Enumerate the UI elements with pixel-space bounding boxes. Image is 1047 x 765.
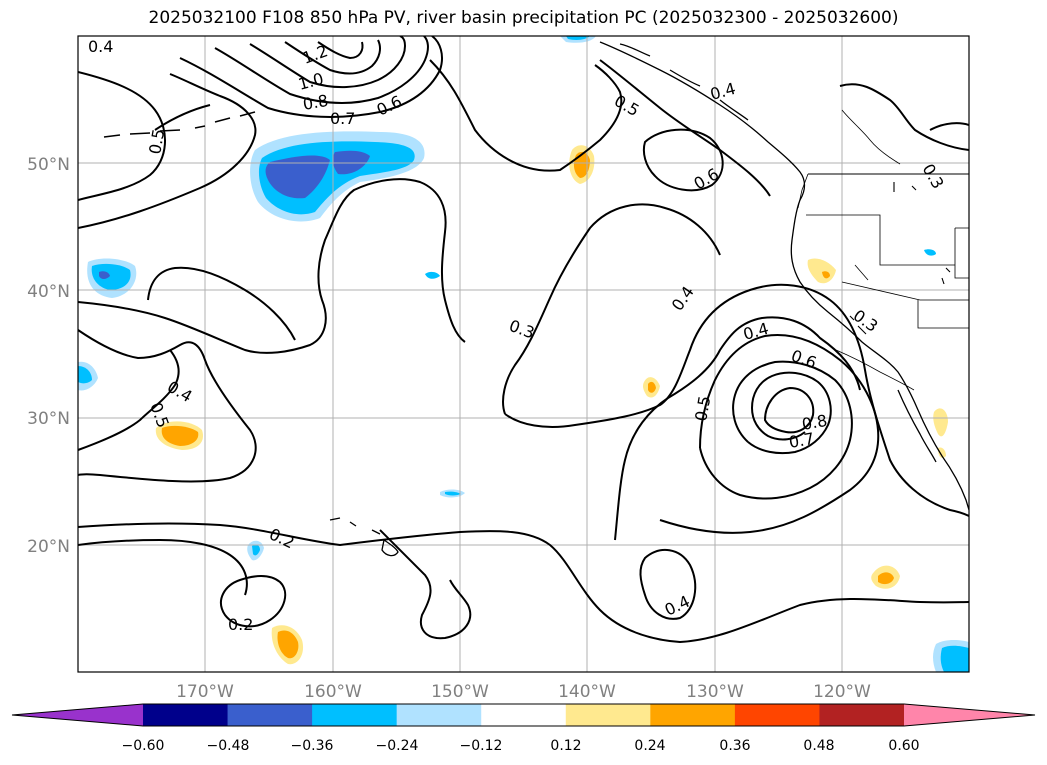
contour-label: 0.8 — [800, 411, 828, 434]
map-gridlines — [78, 36, 969, 672]
colorbar-extend-max — [904, 704, 1035, 726]
chart-title: 2025032100 F108 850 hPa PV, river basin … — [148, 8, 899, 28]
contour-label: 0.3 — [919, 161, 948, 193]
colorbar-segment — [734, 704, 820, 726]
contour-label: 0.2 — [266, 524, 297, 552]
map-frame — [77, 35, 970, 673]
contour-label: 0.6 — [691, 164, 723, 193]
contour-label: 0.3 — [507, 316, 537, 343]
colorbar-segment — [819, 704, 905, 726]
colorbar-tick-label: −0.24 — [376, 738, 419, 754]
precip-negative-regions — [78, 36, 969, 672]
lat-tick-label: 30°N — [27, 409, 70, 429]
colorbar-segment — [143, 704, 229, 726]
colorbar-segment — [312, 704, 398, 726]
colorbar-tick-label: 0.24 — [634, 738, 665, 754]
pv-contours — [78, 36, 969, 644]
precip-positive-regions — [155, 145, 948, 665]
colorbar-tick-label: 0.48 — [803, 738, 834, 754]
lat-tick-label: 20°N — [27, 537, 70, 557]
lat-tick-label: 40°N — [27, 282, 70, 302]
contour-label: 0.5 — [691, 394, 714, 422]
colorbar-segment — [227, 704, 313, 726]
colorbar-tick-label: −0.48 — [207, 738, 250, 754]
colorbar-tick-label: 0.60 — [888, 738, 919, 754]
colorbar-segment — [565, 704, 651, 726]
contour-label: 0.7 — [787, 429, 815, 452]
colorbar-outline — [11, 703, 1036, 727]
contour-label: 1.0 — [296, 69, 326, 94]
longitude-labels: 170°W 160°W 150°W 140°W 130°W 120°W — [176, 682, 871, 702]
colorbar-tick-labels: −0.60 −0.48 −0.36 −0.24 −0.12 0.12 0.24 … — [122, 738, 920, 754]
colorbar-segment — [481, 704, 567, 726]
contour-label: 0.4 — [662, 592, 693, 620]
contour-label: 1.2 — [300, 41, 330, 68]
coastlines-and-borders — [103, 41, 969, 557]
colorbar-tick-label: −0.60 — [122, 738, 165, 754]
contour-label: 0.2 — [228, 615, 253, 634]
lat-tick-label: 50°N — [27, 155, 70, 175]
contour-label: 0.5 — [611, 91, 643, 120]
contour-label: 0.4 — [88, 37, 113, 56]
colorbar-tick-label: −0.12 — [460, 738, 503, 754]
lon-tick-label: 130°W — [686, 682, 744, 702]
colorbar-tick-label: 0.36 — [719, 738, 750, 754]
contour-label: 0.7 — [330, 109, 355, 128]
contour-label: 0.4 — [164, 377, 196, 406]
colorbar-tick-label: −0.36 — [291, 738, 334, 754]
contour-label: 0.4 — [668, 283, 698, 315]
contour-label: 0.6 — [374, 92, 405, 120]
lon-tick-label: 160°W — [304, 682, 362, 702]
colorbar-tick-label: 0.12 — [550, 738, 581, 754]
contour-label: 0.8 — [301, 91, 329, 114]
contour-label: 0.4 — [708, 79, 738, 104]
lon-tick-label: 150°W — [431, 682, 489, 702]
latitude-labels: 50°N 40°N 30°N 20°N — [27, 155, 70, 557]
colorbar — [11, 703, 1036, 727]
colorbar-segment — [396, 704, 482, 726]
lon-tick-label: 170°W — [176, 682, 234, 702]
contour-label: 0.5 — [145, 127, 168, 155]
colorbar-extend-min — [12, 704, 143, 726]
colorbar-segment — [650, 704, 736, 726]
lon-tick-label: 120°W — [813, 682, 871, 702]
lon-tick-label: 140°W — [558, 682, 616, 702]
